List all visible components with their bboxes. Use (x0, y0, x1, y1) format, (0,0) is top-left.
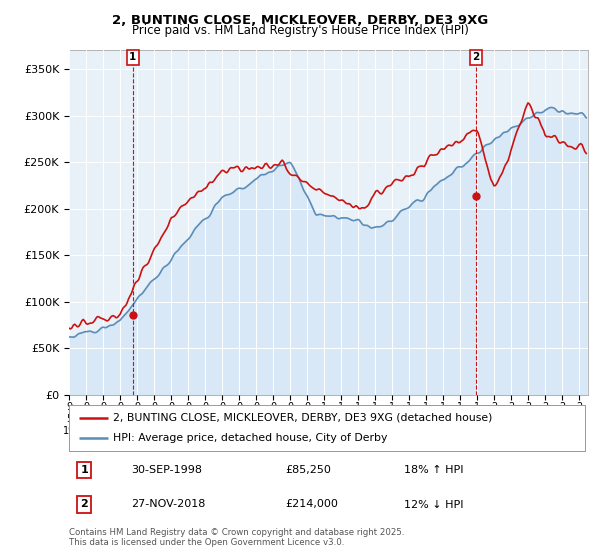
Text: 2, BUNTING CLOSE, MICKLEOVER, DERBY, DE3 9XG: 2, BUNTING CLOSE, MICKLEOVER, DERBY, DE3… (112, 14, 488, 27)
Text: HPI: Average price, detached house, City of Derby: HPI: Average price, detached house, City… (113, 433, 387, 443)
Text: 12% ↓ HPI: 12% ↓ HPI (404, 500, 464, 510)
Text: £214,000: £214,000 (286, 500, 338, 510)
Text: 1: 1 (129, 52, 136, 62)
Text: Price paid vs. HM Land Registry's House Price Index (HPI): Price paid vs. HM Land Registry's House … (131, 24, 469, 37)
Text: 2: 2 (472, 52, 479, 62)
Text: 27-NOV-2018: 27-NOV-2018 (131, 500, 205, 510)
Text: 2: 2 (80, 500, 88, 510)
Text: 18% ↑ HPI: 18% ↑ HPI (404, 465, 464, 475)
Text: 2, BUNTING CLOSE, MICKLEOVER, DERBY, DE3 9XG (detached house): 2, BUNTING CLOSE, MICKLEOVER, DERBY, DE3… (113, 413, 492, 423)
Text: Contains HM Land Registry data © Crown copyright and database right 2025.
This d: Contains HM Land Registry data © Crown c… (69, 528, 404, 547)
Text: £85,250: £85,250 (286, 465, 332, 475)
Text: 30-SEP-1998: 30-SEP-1998 (131, 465, 202, 475)
Text: 1: 1 (80, 465, 88, 475)
